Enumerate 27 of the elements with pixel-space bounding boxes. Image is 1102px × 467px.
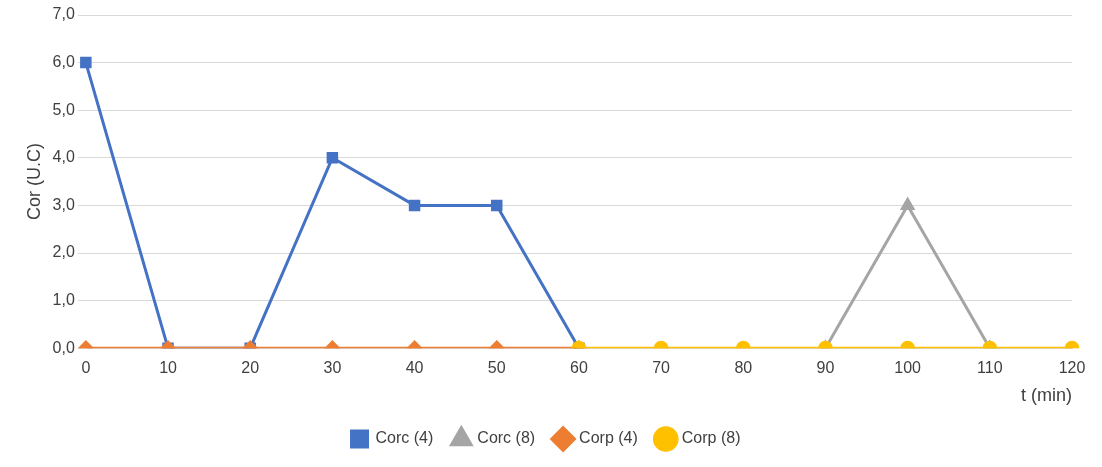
legend-label: Corp (4): [579, 429, 638, 447]
y-tick-label: 5,0: [52, 100, 75, 118]
x-tick-label: 70: [652, 359, 671, 377]
legend-label: Corc (4): [375, 429, 434, 447]
x-tick-label: 10: [159, 359, 178, 377]
x-tick-label: 80: [734, 359, 753, 377]
x-tick-label: 40: [405, 359, 424, 377]
y-tick-label: 4,0: [52, 148, 75, 166]
x-tick-label: 100: [894, 359, 922, 377]
x-axis-title: t (min): [1021, 385, 1072, 406]
y-tick-label: 0,0: [52, 338, 75, 356]
x-tick-label: 60: [570, 359, 588, 377]
legend-label: Corp (8): [681, 429, 741, 447]
y-tick-label: 7,0: [52, 5, 75, 23]
y-tick-label: 1,0: [52, 291, 75, 309]
x-tick-label: 50: [487, 359, 506, 377]
y-tick-label: 3,0: [52, 195, 75, 213]
x-tick-label: 30: [323, 359, 342, 377]
x-tick-label: 120: [1058, 359, 1086, 377]
x-tick-label: 20: [241, 359, 260, 377]
y-tick-label: 6,0: [52, 53, 75, 71]
y-tick-label: 2,0: [52, 243, 75, 261]
legend-label: Corc (8): [477, 429, 536, 447]
x-tick-label: 90: [816, 359, 835, 377]
y-axis-title: Cor (U.C): [23, 143, 44, 221]
x-tick-label: 110: [977, 359, 1003, 377]
x-tick-label: 0: [81, 359, 91, 377]
